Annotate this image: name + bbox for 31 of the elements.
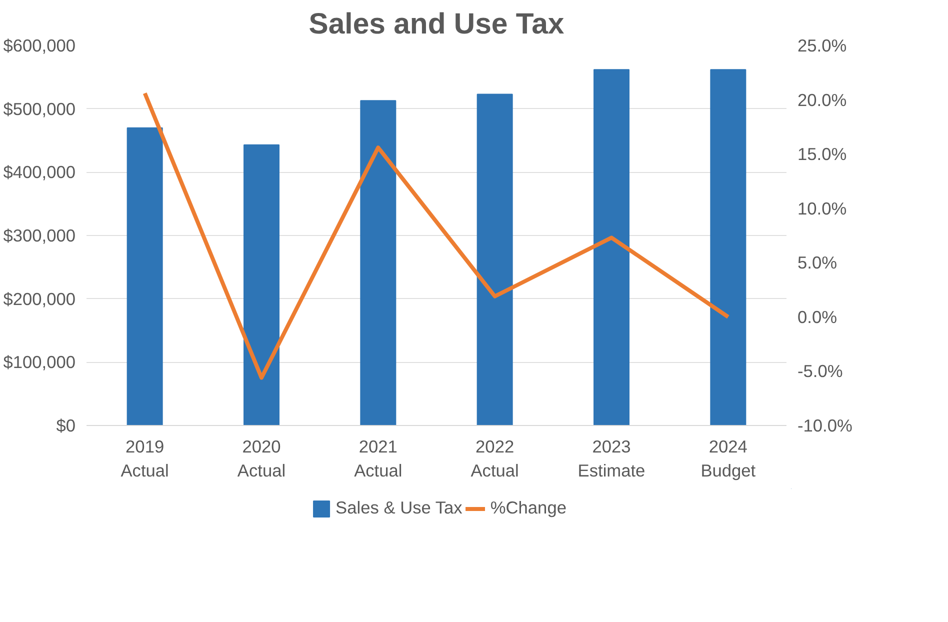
x-tick-label: 2024 Budget <box>700 436 756 480</box>
legend-label: %Change <box>490 498 566 518</box>
y-tick-label: $300,000 <box>3 226 76 246</box>
y2-tick-label: 15.0% <box>798 144 847 164</box>
x-tick-label: 2023 Estimate <box>578 436 646 480</box>
x-tick-label: 2020 Actual <box>237 436 286 480</box>
bar <box>360 100 396 426</box>
y2-tick-label: -5.0% <box>798 361 843 382</box>
bar <box>126 127 163 426</box>
y-tick-label: $600,000 <box>3 36 76 56</box>
x-tick-label: 2019 Actual <box>120 436 169 480</box>
y-tick-label: $200,000 <box>3 288 76 309</box>
legend-label: Sales & Use Tax <box>336 498 462 518</box>
y2-tick-label: 0.0% <box>798 306 837 327</box>
y2-tick-label: 20.0% <box>798 90 847 110</box>
x-tick-label: 2022 Actual <box>470 436 519 480</box>
y-tick-label: $500,000 <box>3 98 76 119</box>
y2-tick-label: -10.0% <box>798 416 852 436</box>
line-series <box>142 91 730 380</box>
bar <box>476 94 513 426</box>
y-tick-label: $100,000 <box>3 352 76 372</box>
bar <box>594 69 630 426</box>
bar <box>244 144 280 426</box>
chart-title: Sales and Use Tax <box>308 8 565 40</box>
y2-tick-label: 5.0% <box>798 252 837 273</box>
y-tick-label: $400,000 <box>3 162 76 182</box>
y-tick-label: $0 <box>56 416 76 436</box>
x-tick-label: 2021 Actual <box>354 436 402 480</box>
y2-tick-label: 10.0% <box>798 198 847 218</box>
bar <box>710 69 746 426</box>
y2-tick-label: 25.0% <box>798 36 847 56</box>
